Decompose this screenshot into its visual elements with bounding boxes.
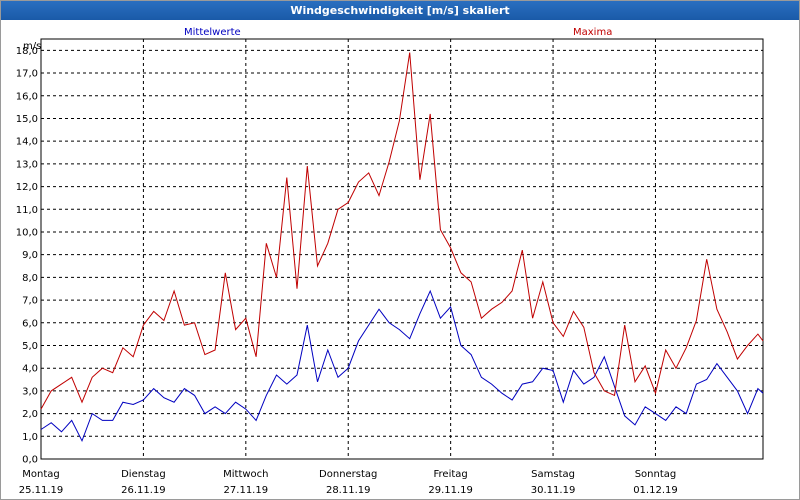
y-tick-label: 6,0 [22, 318, 38, 329]
x-tick-date: 01.12.19 [633, 485, 678, 496]
y-tick-label: 10,0 [16, 227, 38, 238]
x-tick-date: 28.11.19 [326, 485, 371, 496]
y-tick-label: 13,0 [16, 159, 38, 170]
x-tick-day: Sonntag [635, 469, 677, 480]
x-tick-date: 29.11.19 [428, 485, 473, 496]
series-line-mittelwerte [40, 289, 764, 443]
y-tick-label: 16,0 [16, 91, 38, 102]
y-tick-label: 15,0 [16, 114, 38, 125]
y-tick-label: 18,0 [16, 46, 38, 57]
x-tick-date: 30.11.19 [531, 485, 576, 496]
x-tick-day: Donnerstag [319, 469, 377, 480]
y-axis-ticks: 0,0 1,0 2,0 3,0 4,0 5,0 6,0 7,0 8,0 9,0 10,0 11,0 12… [16, 46, 38, 466]
y-tick-label: 3,0 [22, 386, 38, 397]
y-tick-label: 17,0 [16, 69, 38, 80]
x-tick-day: Montag [22, 469, 59, 480]
y-axis-unit: m/s [23, 41, 41, 52]
grid-lines [41, 39, 763, 459]
y-tick-label: 1,0 [22, 432, 38, 443]
x-tick-date: 27.11.19 [224, 485, 269, 496]
plot-area [40, 38, 764, 460]
series-lines [40, 52, 764, 443]
legend-maxima: Maxima [573, 27, 612, 38]
x-tick-day: Freitag [434, 469, 468, 480]
y-tick-label: 12,0 [16, 182, 38, 193]
y-tick-label: 7,0 [22, 296, 38, 307]
x-tick-day: Mittwoch [223, 469, 268, 480]
x-axis-ticks: Montag 25.11.19 Dienstag 26.11.19 Mittwoch 27… [19, 469, 678, 496]
y-tick-label: 11,0 [16, 205, 38, 216]
legend-mittelwerte: Mittelwerte [184, 27, 241, 38]
y-tick-label: 14,0 [16, 137, 38, 148]
series-line-maxima [40, 52, 764, 410]
y-tick-label: 0,0 [22, 455, 38, 466]
x-tick-date: 26.11.19 [121, 485, 166, 496]
chart-title: Windgeschwindigkeit [m/s] skaliert [1, 1, 799, 20]
x-tick-day: Samstag [531, 469, 575, 480]
y-tick-label: 5,0 [22, 341, 38, 352]
y-tick-label: 2,0 [22, 409, 38, 420]
x-tick-day: Dienstag [121, 469, 166, 480]
y-tick-label: 4,0 [22, 364, 38, 375]
x-tick-date: 25.11.19 [19, 485, 64, 496]
y-tick-label: 9,0 [22, 250, 38, 261]
y-tick-label: 8,0 [22, 273, 38, 284]
